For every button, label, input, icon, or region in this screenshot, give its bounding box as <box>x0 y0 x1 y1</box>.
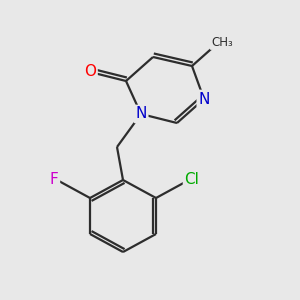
Text: F: F <box>50 172 58 188</box>
Text: N: N <box>198 92 210 106</box>
Text: O: O <box>84 64 96 80</box>
Text: CH₃: CH₃ <box>211 35 233 49</box>
Text: Cl: Cl <box>184 172 200 188</box>
Text: N: N <box>135 106 147 122</box>
